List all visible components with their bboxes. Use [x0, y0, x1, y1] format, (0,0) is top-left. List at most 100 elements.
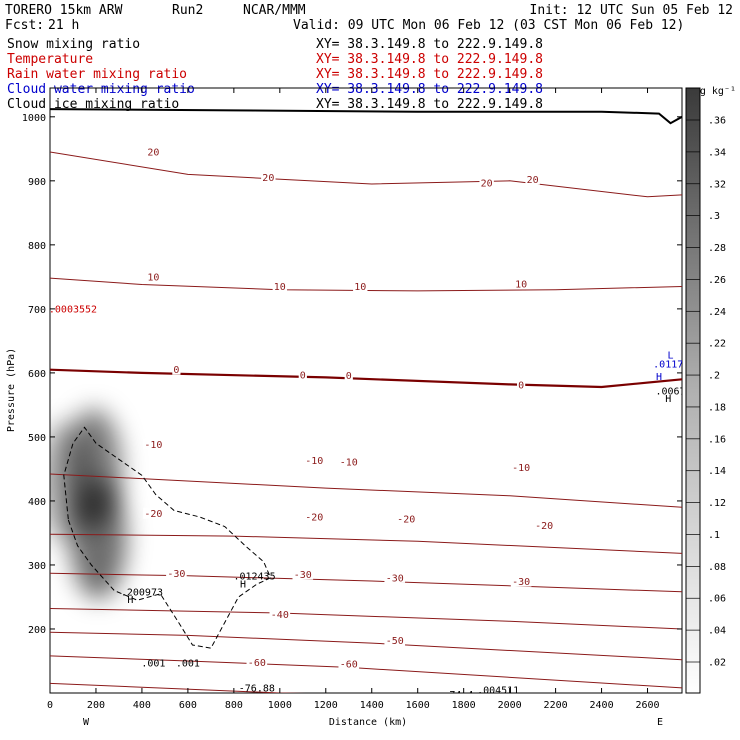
- label-bg: [172, 363, 181, 375]
- contour-label: 10: [515, 279, 527, 290]
- y-tick-label: 300: [28, 561, 46, 572]
- label-bg: [384, 571, 406, 583]
- isotherms: [50, 151, 682, 693]
- isotherm-line: [50, 655, 682, 689]
- contour-label: 0: [518, 381, 524, 392]
- y-tick-label: 600: [28, 369, 46, 380]
- y-tick-label: 200: [28, 625, 46, 636]
- y-axis-title: Pressure (hPa): [6, 348, 17, 432]
- plot-area: -76.88 -60 -60 -50 -40 -30 -30 -30 -30 -20 -20 -20 -…: [49, 108, 683, 701]
- colorbar-label: .1: [708, 530, 720, 541]
- contour-label: -20: [397, 514, 415, 525]
- x-tick-label: 200: [87, 700, 105, 711]
- x-axis-title: Distance (km): [329, 717, 407, 728]
- colorbar-label: .02: [708, 658, 726, 669]
- y-tick-label: 1000: [22, 113, 46, 124]
- colorbar-label: .34: [708, 147, 726, 158]
- y-tick-label: 900: [28, 177, 46, 188]
- init-time: Init: 12 UTC Sun 05 Feb 12: [530, 3, 734, 18]
- legend-xy: XY= 38.3.149.8 to 222.9.149.8: [316, 97, 543, 112]
- colorbar: [685, 87, 701, 694]
- colorbar-label: .24: [708, 307, 726, 318]
- fcst-label: Fcst:: [5, 18, 44, 33]
- label-bg: [338, 455, 360, 467]
- label-bg: [146, 270, 161, 282]
- label-bg: [384, 634, 406, 646]
- contour-label: 0: [173, 365, 179, 376]
- colorbar-ticks: .36 .34 .32 .3 .28 .26 .24 .22 .2 .18 .16 .14 .12 .1.…: [686, 116, 726, 669]
- x-tick-label: 2600: [635, 700, 659, 711]
- x-tick-label: 400: [133, 700, 151, 711]
- colorbar-label: .28: [708, 243, 726, 254]
- label-bg: [338, 658, 360, 670]
- contour-label: -76.88: [239, 683, 275, 694]
- run-label: Run2: [172, 3, 203, 18]
- isotherm-line: [50, 151, 682, 198]
- contour-label: H: [656, 372, 662, 383]
- label-bg: [261, 171, 276, 183]
- colorbar-label: .12: [708, 498, 726, 509]
- contour-label: H: [127, 595, 133, 606]
- contour-label: -20: [535, 521, 553, 532]
- contour-label: 0: [300, 370, 306, 381]
- contour-label: -50: [386, 636, 404, 647]
- isotherm-line: [50, 473, 682, 508]
- x-tick-label: 1000: [268, 700, 292, 711]
- legend-item: Rain water mixing ratio: [7, 67, 187, 82]
- contour-label: -10: [144, 440, 162, 451]
- contour-label: -20: [305, 512, 323, 523]
- x-tick-label: 1400: [360, 700, 384, 711]
- contour-label: .0003552: [49, 304, 97, 315]
- colorbar-label: .26: [708, 275, 726, 286]
- model-title: TORERO 15km ARW: [5, 3, 123, 18]
- contour-label: 20: [481, 178, 493, 189]
- contour-label: 74.4: [449, 690, 473, 701]
- colorbar-label: .3: [708, 211, 720, 222]
- contour-label: .0117: [653, 359, 683, 370]
- legend-xy: XY= 38.3.149.8 to 222.9.149.8: [316, 52, 543, 67]
- contour-label: 10: [274, 282, 286, 293]
- colorbar-label: .2: [708, 371, 720, 382]
- y-tick-label: 800: [28, 241, 46, 252]
- contour-label: -10: [340, 457, 358, 468]
- axes: 0 200 400 600 800 1000 1200 1400 1600 1800 2000 220…: [22, 88, 682, 711]
- isotherm-line: [50, 631, 682, 661]
- label-bg: [303, 454, 325, 466]
- legend-item: Cloud water mixing ratio: [7, 82, 195, 97]
- isotherm-line: [50, 682, 306, 693]
- contour-labels: -76.88 -60 -60 -50 -40 -30 -30 -30 -30 -20 -20 -20 -…: [49, 146, 683, 701]
- label-bg: [272, 280, 288, 292]
- contour-label: 10: [354, 282, 366, 293]
- cloud-ice-contour: [63, 426, 272, 649]
- label-bg: [353, 280, 368, 292]
- colorbar-label: .18: [708, 402, 726, 413]
- label-bg: [303, 510, 325, 522]
- contour-label: -30: [386, 573, 404, 584]
- contour-label: 20: [262, 173, 274, 184]
- x-tick-label: 600: [179, 700, 197, 711]
- y-tick-label: 400: [28, 497, 46, 508]
- label-bg: [344, 369, 353, 381]
- isotherm-line: [50, 277, 682, 292]
- y-tick-label: 500: [28, 433, 46, 444]
- contour-label: .001: [176, 658, 200, 669]
- colorbar-label: .14: [708, 466, 726, 477]
- ice-contour-line: [63, 426, 272, 649]
- contour-label: -60: [248, 658, 266, 669]
- fcst-value: 21 h: [48, 18, 79, 33]
- west-label: W: [83, 717, 90, 728]
- contour-label: .200973: [121, 587, 163, 598]
- east-label: E: [657, 717, 663, 728]
- label-bg: [143, 438, 164, 450]
- contour-label: 0: [346, 371, 352, 382]
- contour-label: -20: [144, 509, 162, 520]
- contour-label: .001: [141, 658, 165, 669]
- plot-frame: [49, 87, 683, 694]
- isotherm-line: [50, 533, 682, 554]
- label-bg: [510, 461, 532, 473]
- snow-shading: [50, 408, 127, 600]
- label-bg: [292, 568, 314, 580]
- label-bg: [166, 567, 187, 579]
- contour-label: -10: [512, 463, 530, 474]
